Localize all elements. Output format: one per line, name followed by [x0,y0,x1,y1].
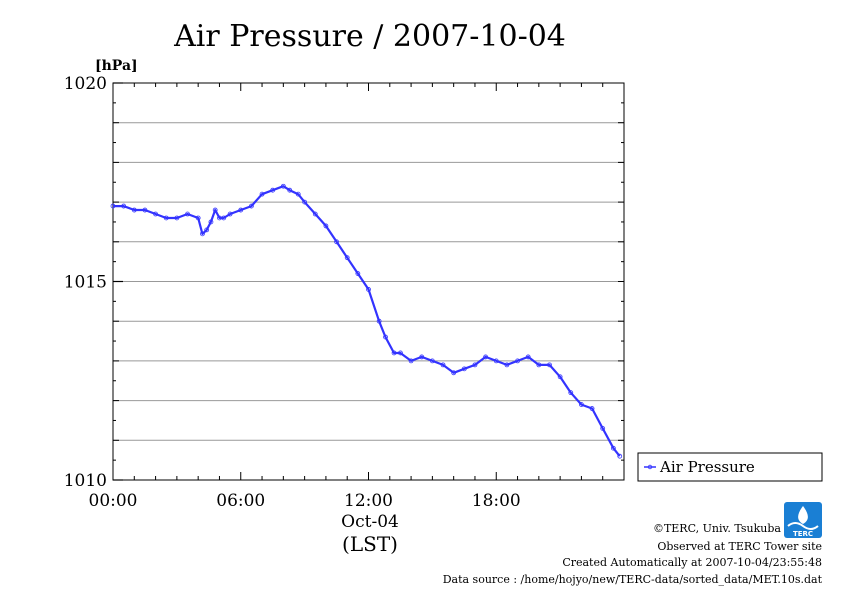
data-point [408,358,414,364]
data-point [568,390,574,396]
data-point [221,215,227,221]
data-point [419,354,425,360]
data-point [121,203,127,209]
data-point [461,366,467,372]
created-text: Created Automatically at 2007-10-04/23:5… [562,556,822,569]
data-point [391,350,397,356]
water-drop-icon [798,506,808,524]
data-point [212,207,218,213]
data-point [355,271,361,276]
data-point [515,358,520,364]
data-point [472,362,478,368]
axis-ticks [112,82,625,481]
data-point [153,211,158,217]
legend-box [637,452,823,482]
data-source-text: Data source : /home/hojyo/new/TERC-data/… [443,573,823,586]
legend: Air Pressure [637,452,823,482]
data-point [174,215,180,221]
data-point [287,187,293,193]
data-point [142,207,148,213]
data-point [344,255,350,261]
data-point [334,239,339,245]
data-point [483,354,489,360]
data-point [429,358,435,364]
terc-logo: TERC [784,502,822,538]
data-point [440,362,446,368]
data-point [238,207,244,213]
data-point [557,374,563,380]
x-tick-label: 06:00 [216,491,265,511]
data-point [200,231,205,237]
x-axis-label: (LST) [342,532,398,556]
data-point [600,425,606,431]
data-point [525,354,531,360]
data-point [110,203,116,209]
data-point [366,287,371,292]
data-point [280,183,286,189]
data-point [131,207,137,213]
y-tick-label: 1020 [64,74,107,94]
x-tick-label: 12:00 [344,491,393,511]
data-point [493,358,499,364]
x-tick-label: 00:00 [89,491,138,511]
data-point [248,203,254,209]
legend-marker [647,464,653,470]
data-point [579,402,584,407]
data-point [185,211,190,217]
y-axis-unit: [hPa] [95,58,138,74]
tick-labels: 1010 1015 1020 00:00 06:00 12:00 18:00 [64,74,521,511]
series-line-air-pressure [113,185,621,457]
data-point [204,227,210,233]
data-point [589,406,595,411]
data-point [610,445,616,451]
data-point [536,362,542,368]
copyright-text: ©TERC, Univ. Tsukuba [653,522,781,535]
data-point [504,362,510,368]
data-point [398,350,403,356]
data-point [617,453,623,459]
data-point [270,187,276,193]
observed-text: Observed at TERC Tower site [657,540,822,553]
x-tick-label: 18:00 [472,491,521,511]
wave-icon [787,522,819,530]
y-tick-label: 1015 [64,273,107,293]
x-axis-date-label: Oct-04 [341,512,399,532]
data-point [376,318,382,324]
data-point [195,215,201,221]
data-point [259,191,265,197]
data-point [302,199,308,205]
series-air-pressure [110,183,623,459]
data-point [451,370,457,376]
data-point [323,223,329,229]
data-point [383,334,388,340]
data-point [312,211,318,217]
data-point [163,215,169,221]
legend-entry-air-pressure: Air Pressure [659,458,755,476]
chart-title: Air Pressure / 2007-10-04 [173,19,566,54]
data-point [227,211,233,217]
y-tick-label: 1010 [64,471,107,491]
data-point [208,219,214,225]
data-point [295,191,301,197]
grid-lines [113,122,624,441]
terc-logo-text: TERC [793,530,813,538]
data-point [547,362,552,368]
